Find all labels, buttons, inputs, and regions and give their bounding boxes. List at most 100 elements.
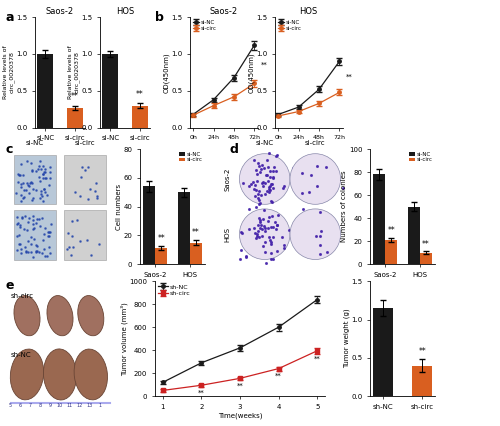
Point <box>256 163 264 170</box>
Point <box>32 168 40 175</box>
Bar <box>420 253 432 264</box>
Point <box>298 189 306 196</box>
Point <box>270 164 278 170</box>
Point <box>28 160 36 167</box>
Point <box>236 229 244 236</box>
Point <box>42 165 50 172</box>
Point <box>19 195 27 201</box>
Point <box>13 232 21 239</box>
Point <box>45 233 53 239</box>
Point <box>71 189 79 196</box>
Point <box>41 224 49 231</box>
Point <box>34 162 42 169</box>
Point <box>268 212 276 219</box>
Point <box>266 186 274 193</box>
Ellipse shape <box>290 154 341 204</box>
Point <box>272 247 280 254</box>
Point <box>258 226 266 233</box>
Point <box>266 183 274 190</box>
Point <box>316 233 324 240</box>
Point <box>267 224 275 230</box>
Point <box>268 199 276 206</box>
Point <box>40 230 48 237</box>
Point <box>36 222 44 229</box>
Point <box>271 219 279 226</box>
Point <box>256 233 264 240</box>
Y-axis label: Tumor volume (mm³): Tumor volume (mm³) <box>120 302 128 376</box>
Point <box>316 242 324 249</box>
Point <box>39 175 47 181</box>
Point <box>16 241 24 248</box>
Point <box>39 237 47 244</box>
Point <box>46 228 54 235</box>
Point <box>68 232 76 239</box>
Point <box>262 228 270 235</box>
Point <box>262 171 270 178</box>
Point <box>23 227 31 233</box>
Point <box>28 180 36 187</box>
Point <box>64 230 72 236</box>
Text: HOS: HOS <box>224 227 230 242</box>
Text: e: e <box>5 279 14 292</box>
Text: **: ** <box>388 226 395 235</box>
Point <box>38 249 46 256</box>
Point <box>32 249 40 256</box>
Point <box>254 190 262 197</box>
Point <box>250 225 258 232</box>
Point <box>268 233 276 240</box>
Point <box>38 214 46 221</box>
Point <box>18 214 26 221</box>
Text: c: c <box>5 143 12 156</box>
Point <box>242 253 250 260</box>
Point <box>16 172 24 179</box>
Point <box>20 226 28 233</box>
Text: 6: 6 <box>19 403 22 408</box>
Point <box>254 194 262 201</box>
Point <box>312 233 320 240</box>
Bar <box>143 187 155 264</box>
Point <box>340 185 347 192</box>
Bar <box>155 248 168 264</box>
Legend: si-NC, si-circ: si-NC, si-circ <box>409 152 432 162</box>
Point <box>242 252 250 259</box>
Point <box>20 193 28 200</box>
Bar <box>385 240 398 264</box>
Point <box>44 253 52 260</box>
Point <box>305 188 313 195</box>
Point <box>280 241 288 248</box>
Point <box>262 180 270 187</box>
Point <box>256 217 264 224</box>
Text: Saos-2: Saos-2 <box>224 167 230 191</box>
Point <box>258 161 266 168</box>
Point <box>44 192 52 199</box>
Point <box>317 227 325 234</box>
Point <box>30 213 38 219</box>
Point <box>16 223 24 230</box>
Point <box>36 195 44 201</box>
Point <box>268 168 276 175</box>
Point <box>253 178 261 184</box>
Text: **: ** <box>314 355 320 361</box>
Point <box>84 196 92 203</box>
Point <box>90 188 98 195</box>
Point <box>82 167 90 174</box>
Point <box>250 185 258 192</box>
Point <box>261 191 269 198</box>
Bar <box>412 366 432 396</box>
Point <box>273 222 281 228</box>
Point <box>18 172 26 178</box>
Point <box>262 259 270 266</box>
Point <box>299 205 307 212</box>
Y-axis label: OD(450nm): OD(450nm) <box>248 52 254 93</box>
Point <box>264 164 272 170</box>
Point <box>268 241 276 248</box>
Point <box>22 248 30 255</box>
Point <box>28 249 36 256</box>
Point <box>254 196 262 203</box>
Point <box>262 225 270 232</box>
Text: 10: 10 <box>57 403 63 408</box>
Point <box>238 230 246 237</box>
Point <box>86 252 94 259</box>
Point <box>78 164 86 170</box>
Point <box>255 201 263 207</box>
